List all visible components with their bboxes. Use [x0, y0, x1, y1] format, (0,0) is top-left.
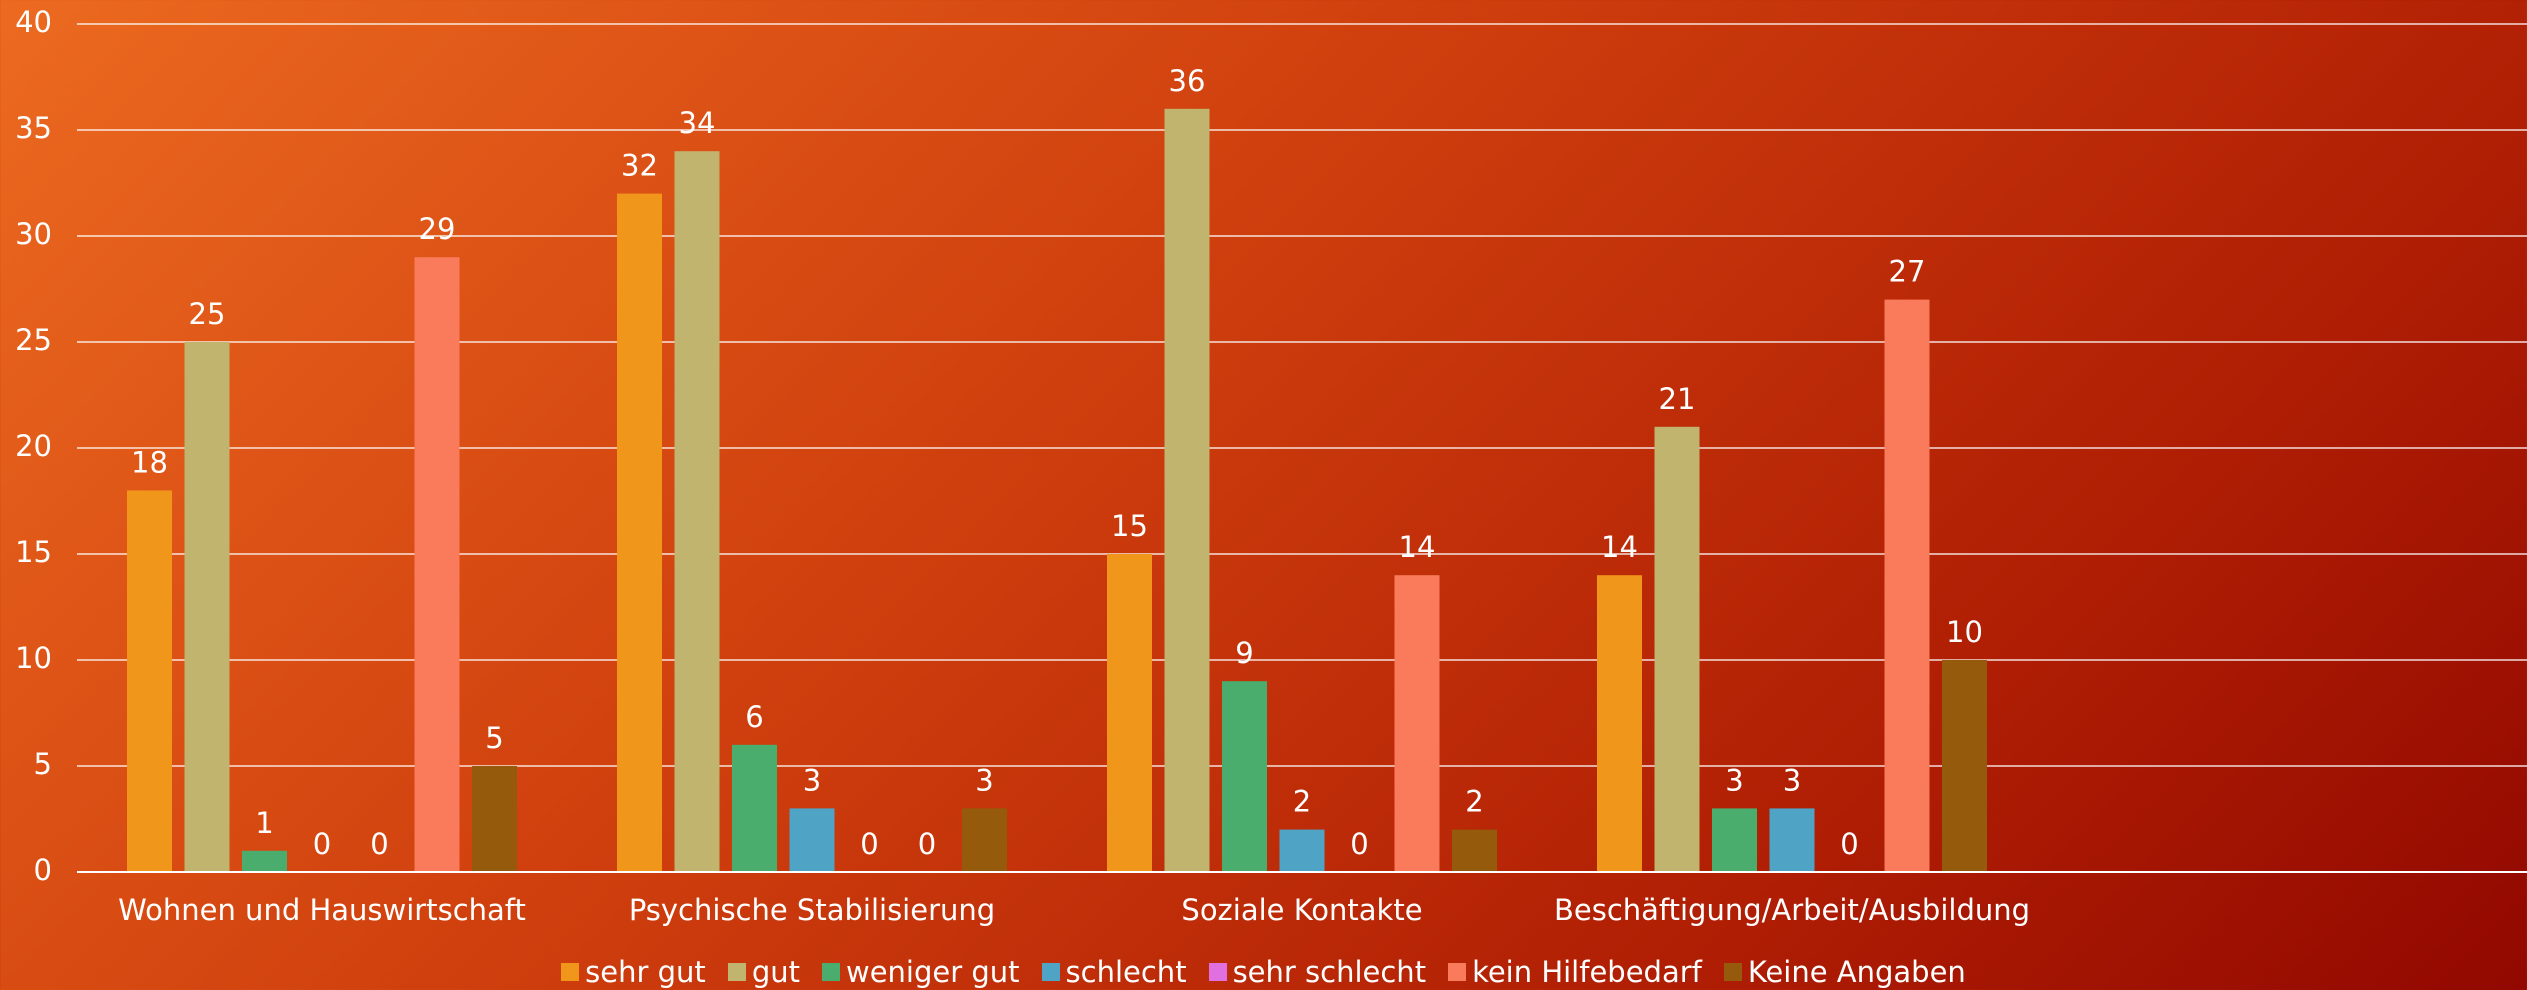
- legend-swatch: [727, 963, 746, 981]
- legend-label: sehr gut: [585, 955, 706, 989]
- data-label: 0: [313, 827, 331, 861]
- legend-label: gut: [751, 955, 800, 989]
- legend-swatch: [1041, 963, 1060, 981]
- bar: [962, 808, 1007, 872]
- data-label: 6: [745, 700, 763, 734]
- bar: [242, 850, 287, 872]
- data-label: 10: [1946, 615, 1983, 649]
- data-label: 0: [860, 827, 878, 861]
- legend-swatch: [561, 963, 580, 981]
- data-label: 2: [1465, 785, 1483, 819]
- bar: [1394, 575, 1440, 872]
- data-label: 0: [1840, 827, 1858, 861]
- legend-label: kein Hilfebedarf: [1472, 955, 1702, 989]
- data-label: 0: [1350, 827, 1368, 861]
- bar: [414, 257, 460, 872]
- legend-swatch: [1723, 963, 1742, 981]
- legend-label: weniger gut: [845, 955, 1020, 989]
- data-label: 0: [370, 827, 388, 861]
- x-tick-label: Wohnen und Hauswirtschaft: [118, 893, 526, 927]
- data-label: 21: [1659, 382, 1696, 416]
- y-tick-label: 20: [15, 429, 52, 463]
- x-tick-label: Beschäftigung/Arbeit/Ausbildung: [1554, 893, 2030, 927]
- data-label: 9: [1235, 636, 1253, 670]
- data-label: 25: [189, 297, 226, 331]
- data-label: 1: [255, 806, 273, 840]
- bar: [732, 744, 777, 872]
- y-tick-label: 35: [15, 111, 52, 145]
- y-tick-label: 5: [34, 747, 52, 781]
- y-tick-label: 15: [15, 535, 52, 569]
- legend-item: schlecht: [1041, 955, 1187, 989]
- data-label: 32: [621, 149, 658, 183]
- x-tick-label: Soziale Kontakte: [1181, 893, 1422, 927]
- bar: [1107, 554, 1152, 872]
- bar: [184, 342, 230, 872]
- x-tick-label: Psychische Stabilisierung: [629, 893, 995, 927]
- data-label: 3: [975, 763, 993, 797]
- y-tick-label: 0: [34, 853, 52, 887]
- data-label: 14: [1399, 530, 1436, 564]
- bar: [1279, 829, 1325, 872]
- bar: [1164, 108, 1210, 873]
- legend-swatch: [821, 963, 840, 981]
- bar: [617, 193, 662, 873]
- legend-item: kein Hilfebedarf: [1448, 955, 1702, 989]
- bar: [127, 490, 172, 872]
- y-tick-label: 10: [15, 641, 52, 675]
- bar: [1597, 575, 1642, 872]
- legend-label: sehr schlecht: [1232, 955, 1427, 989]
- legend-item: Keine Angaben: [1723, 955, 1966, 989]
- data-label: 36: [1169, 64, 1206, 98]
- y-tick-label: 40: [15, 5, 52, 39]
- data-label: 5: [485, 721, 503, 755]
- legend-label: Keine Angaben: [1747, 955, 1966, 989]
- bar: [1222, 681, 1267, 872]
- data-label: 3: [1725, 763, 1743, 797]
- data-label: 3: [1783, 763, 1801, 797]
- legend-item: gut: [727, 955, 800, 989]
- legend-label: schlecht: [1065, 955, 1187, 989]
- bar: [1452, 829, 1497, 872]
- data-label: 14: [1601, 530, 1638, 564]
- legend: sehr gut gut weniger gut schlecht sehr schle…: [0, 952, 2527, 990]
- bar: [1712, 808, 1757, 872]
- legend-item: sehr schlecht: [1208, 955, 1427, 989]
- bar: [1654, 426, 1700, 872]
- bar: [1884, 299, 1930, 873]
- data-label: 29: [419, 212, 456, 246]
- data-label: 0: [918, 827, 936, 861]
- bar: [1769, 808, 1815, 872]
- data-label: 34: [679, 106, 716, 140]
- data-label: 3: [803, 763, 821, 797]
- y-tick-label: 25: [15, 323, 52, 357]
- bar: [472, 766, 517, 872]
- bar: [674, 151, 720, 872]
- data-label: 27: [1889, 255, 1926, 289]
- legend-item: weniger gut: [821, 955, 1020, 989]
- data-label: 15: [1111, 509, 1148, 543]
- data-label: 2: [1293, 785, 1311, 819]
- legend-item: sehr gut: [561, 955, 706, 989]
- bar: [1942, 660, 1987, 872]
- legend-swatch: [1208, 963, 1227, 981]
- bar: [789, 808, 835, 872]
- data-label: 18: [131, 445, 168, 479]
- legend-swatch: [1448, 963, 1467, 981]
- y-tick-label: 30: [15, 217, 52, 251]
